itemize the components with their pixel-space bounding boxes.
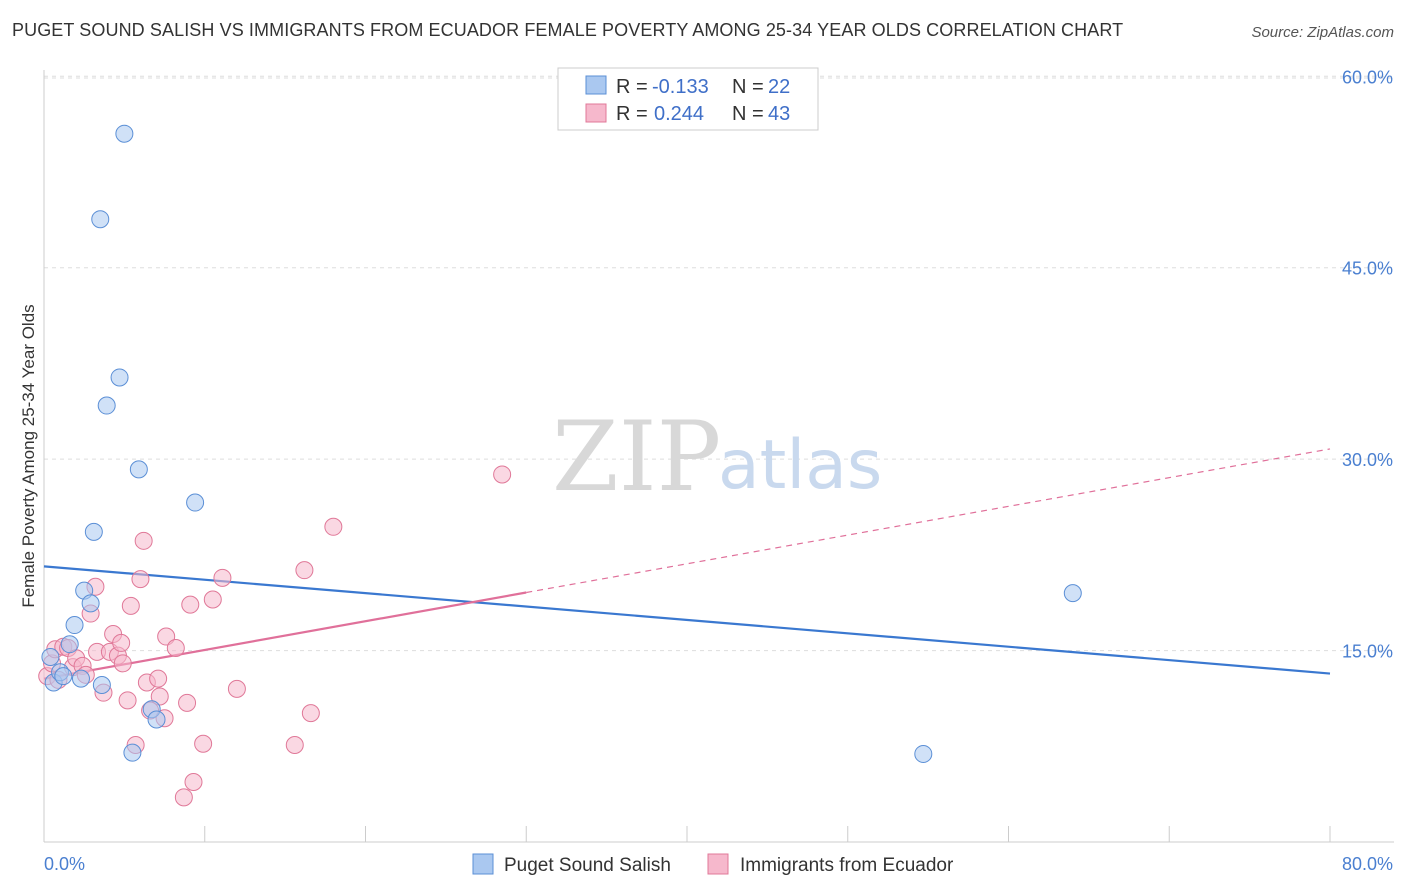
point-immigrants-ecuador [150, 687, 169, 706]
point-immigrants-ecuador [213, 568, 232, 587]
bottom-legend-swatch-pink [707, 853, 729, 875]
y-tick-label: 45.0% [1342, 259, 1393, 279]
point-immigrants-ecuador [285, 736, 304, 755]
y-tick-label: 30.0% [1342, 450, 1393, 470]
x-axis-ticks [204, 826, 1331, 842]
point-puget-sound-salish [115, 124, 134, 143]
point-immigrants-ecuador [493, 465, 512, 484]
point-immigrants-ecuador [203, 590, 222, 609]
point-immigrants-ecuador [134, 531, 153, 550]
point-immigrants-ecuador [174, 788, 193, 807]
source-note: Source: ZipAtlas.com [1251, 24, 1394, 41]
legend-n-label-2: N = [732, 103, 764, 125]
x-tick-label-max: 80.0% [1342, 854, 1393, 874]
bottom-legend-swatch-blue [472, 853, 494, 875]
point-puget-sound-salish [914, 744, 933, 763]
point-immigrants-ecuador [178, 693, 197, 712]
series-legend: Puget Sound Salish Immigrants from Ecuad… [472, 853, 954, 876]
point-puget-sound-salish [41, 647, 60, 666]
scatter-points [38, 124, 1082, 807]
point-immigrants-ecuador [184, 773, 203, 792]
point-immigrants-ecuador [295, 561, 314, 580]
legend-n-value-2: 43 [768, 103, 790, 125]
y-tick-label: 15.0% [1342, 642, 1393, 662]
bottom-legend-label-2: Immigrants from Ecuador [740, 855, 954, 876]
point-puget-sound-salish [91, 210, 110, 229]
point-immigrants-ecuador [166, 639, 185, 658]
grid-lines [44, 75, 1394, 652]
point-puget-sound-salish [97, 396, 116, 415]
legend-r-label-1: R = [616, 76, 648, 98]
point-puget-sound-salish [123, 743, 142, 762]
correlation-legend: R = -0.133 N = 22 R = 0.244 N = 43 [557, 67, 819, 131]
point-puget-sound-salish [1063, 584, 1082, 603]
watermark-atlas: atlas [718, 426, 882, 505]
legend-r-value-1: -0.133 [652, 76, 709, 98]
x-tick-label-min: 0.0% [44, 854, 85, 874]
point-immigrants-ecuador [301, 704, 320, 723]
point-immigrants-ecuador [118, 691, 137, 710]
point-immigrants-ecuador [227, 679, 246, 698]
point-immigrants-ecuador [113, 654, 132, 673]
point-immigrants-ecuador [149, 669, 168, 688]
point-puget-sound-salish [65, 616, 84, 635]
point-immigrants-ecuador [181, 595, 200, 614]
watermark-zip: ZIP [552, 401, 721, 513]
point-puget-sound-salish [84, 522, 103, 541]
legend-n-label-1: N = [732, 76, 764, 98]
legend-swatch-blue [585, 75, 607, 95]
point-puget-sound-salish [54, 667, 73, 686]
legend-r-label-2: R = [616, 103, 648, 125]
point-puget-sound-salish [129, 460, 148, 479]
point-immigrants-ecuador [157, 627, 176, 646]
point-puget-sound-salish [81, 594, 100, 613]
legend-swatch-pink [585, 103, 607, 123]
point-immigrants-ecuador [324, 517, 343, 536]
point-puget-sound-salish [186, 493, 205, 512]
point-immigrants-ecuador [194, 734, 213, 753]
point-puget-sound-salish [71, 669, 90, 688]
chart-title: PUGET SOUND SALISH VS IMMIGRANTS FROM EC… [12, 20, 1124, 40]
point-puget-sound-salish [147, 710, 166, 729]
point-immigrants-ecuador [112, 633, 131, 652]
bottom-legend-label-1: Puget Sound Salish [504, 855, 671, 876]
point-puget-sound-salish [60, 635, 79, 654]
point-puget-sound-salish [110, 368, 129, 387]
point-immigrants-ecuador [131, 570, 150, 589]
y-tick-label: 60.0% [1342, 67, 1393, 87]
point-immigrants-ecuador [121, 596, 140, 615]
point-puget-sound-salish [92, 676, 111, 695]
y-axis-title: Female Poverty Among 25-34 Year Olds [19, 304, 38, 607]
trend-line-immigrants-ecuador-extension [526, 448, 1331, 594]
legend-r-value-2: 0.244 [654, 103, 704, 125]
legend-n-value-1: 22 [768, 76, 790, 98]
trend-line-puget-sound-salish [43, 565, 1331, 675]
y-tick-labels: 15.0% 30.0% 45.0% 60.0% [1342, 67, 1393, 661]
